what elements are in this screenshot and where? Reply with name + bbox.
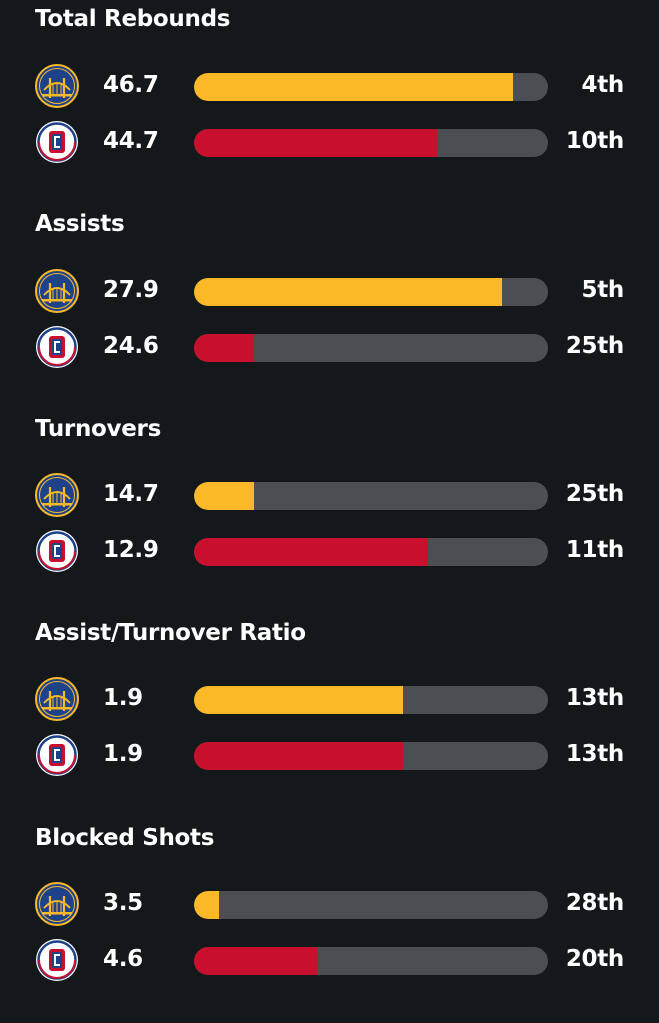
league-rank: 20th — [565, 946, 624, 972]
stat-section-total-rebounds: Total Rebounds 46.7 4th 44.7 10th — [0, 0, 659, 204]
stat-value: 44.7 — [103, 128, 159, 154]
stat-row-clippers: 24.6 25th — [0, 322, 659, 372]
section-title: Total Rebounds — [35, 6, 231, 32]
league-rank: 11th — [565, 537, 624, 563]
stat-section-assist-turnover-ratio: Assist/Turnover Ratio 1.9 13th 1.9 13th — [0, 614, 659, 818]
stat-bar-fill — [194, 334, 255, 362]
stat-bar-fill — [194, 947, 318, 975]
warriors-logo-icon — [35, 64, 79, 108]
stat-section-blocked-shots: Blocked Shots 3.5 28th 4.6 20th — [0, 819, 659, 1023]
league-rank: 4th — [581, 72, 625, 98]
stat-value: 27.9 — [103, 277, 159, 303]
stat-section-turnovers: Turnovers 14.7 25th 12.9 11th — [0, 410, 659, 614]
stat-bar-track — [194, 742, 548, 770]
stat-bar-track — [194, 482, 548, 510]
section-title: Turnovers — [35, 416, 161, 442]
stat-bar-fill — [194, 129, 439, 157]
stat-row-clippers: 1.9 13th — [0, 730, 659, 780]
stat-section-assists: Assists 27.9 5th 24.6 25th — [0, 205, 659, 409]
stat-value: 12.9 — [103, 537, 159, 563]
stat-bar-track — [194, 891, 548, 919]
stat-bar-fill — [194, 482, 255, 510]
warriors-logo-icon — [35, 269, 79, 313]
league-rank: 25th — [565, 333, 624, 359]
league-rank: 25th — [565, 481, 624, 507]
stat-bar-track — [194, 73, 548, 101]
stat-bar-track — [194, 129, 548, 157]
stat-bar-fill — [194, 73, 513, 101]
section-title: Assist/Turnover Ratio — [35, 620, 306, 646]
stat-value: 4.6 — [103, 946, 143, 972]
stat-value: 14.7 — [103, 481, 159, 507]
clippers-logo-icon — [35, 325, 79, 369]
stat-value: 24.6 — [103, 333, 159, 359]
stat-bar-fill — [194, 538, 428, 566]
stat-value: 3.5 — [103, 890, 143, 916]
league-rank: 28th — [565, 890, 624, 916]
stat-row-warriors: 14.7 25th — [0, 470, 659, 520]
stat-row-clippers: 44.7 10th — [0, 117, 659, 167]
league-rank: 5th — [581, 277, 625, 303]
stat-bar-track — [194, 686, 548, 714]
stat-row-warriors: 1.9 13th — [0, 674, 659, 724]
warriors-logo-icon — [35, 677, 79, 721]
stat-row-warriors: 3.5 28th — [0, 879, 659, 929]
clippers-logo-icon — [35, 733, 79, 777]
section-title: Assists — [35, 211, 125, 237]
clippers-logo-icon — [35, 120, 79, 164]
stat-row-warriors: 46.7 4th — [0, 61, 659, 111]
section-title: Blocked Shots — [35, 825, 215, 851]
stat-value: 1.9 — [103, 741, 143, 767]
warriors-logo-icon — [35, 473, 79, 517]
stat-row-clippers: 12.9 11th — [0, 526, 659, 576]
stat-value: 46.7 — [103, 72, 159, 98]
league-rank: 10th — [565, 128, 624, 154]
stat-bar-track — [194, 278, 548, 306]
league-rank: 13th — [565, 741, 624, 767]
stat-bar-fill — [194, 686, 403, 714]
stat-bar-track — [194, 334, 548, 362]
warriors-logo-icon — [35, 882, 79, 926]
league-rank: 13th — [565, 685, 624, 711]
stat-bar-fill — [194, 742, 403, 770]
stat-row-warriors: 27.9 5th — [0, 266, 659, 316]
clippers-logo-icon — [35, 938, 79, 982]
clippers-logo-icon — [35, 529, 79, 573]
stat-row-clippers: 4.6 20th — [0, 935, 659, 985]
stat-bar-track — [194, 947, 548, 975]
stat-bar-fill — [194, 891, 219, 919]
stat-bar-fill — [194, 278, 502, 306]
stat-bar-track — [194, 538, 548, 566]
stat-value: 1.9 — [103, 685, 143, 711]
